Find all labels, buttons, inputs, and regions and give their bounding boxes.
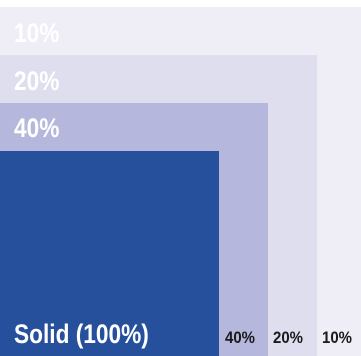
swatch-40-label: 40% — [14, 113, 60, 143]
bottom-label-10: 10% — [322, 328, 352, 347]
swatch-10-label: 10% — [14, 18, 60, 48]
bottom-label-40: 40% — [225, 328, 255, 347]
swatch-20-label: 20% — [14, 66, 60, 96]
bottom-label-20: 20% — [273, 328, 303, 347]
swatch-solid-label: Solid (100%) — [14, 319, 149, 349]
swatch-solid — [0, 151, 219, 356]
